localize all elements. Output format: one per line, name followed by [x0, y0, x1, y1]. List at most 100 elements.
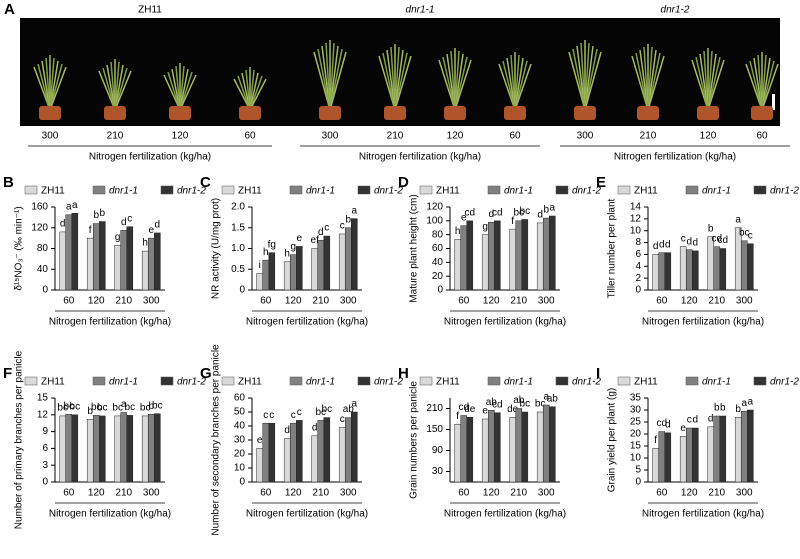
x-tick-label: 300 — [143, 488, 160, 499]
bar — [685, 249, 693, 291]
x-tick-label: 60 — [63, 296, 75, 307]
bar — [542, 404, 550, 483]
legend-swatch — [160, 376, 174, 386]
plant-stem — [249, 72, 259, 111]
bar — [515, 408, 523, 483]
x-tick-label: 300 — [736, 488, 753, 499]
bar — [351, 411, 358, 483]
y-tick-label: 20 — [234, 449, 246, 460]
significance-letter: ab — [343, 404, 355, 415]
significance-letter: i — [259, 260, 261, 271]
bar — [719, 248, 727, 291]
legend-swatch — [555, 376, 569, 386]
significance-letter: bc — [57, 403, 68, 414]
significance-letter: d — [665, 239, 671, 250]
y-tick-label: 160 — [31, 202, 48, 213]
panel-label: E — [596, 174, 606, 191]
bar — [549, 215, 556, 291]
legend-swatch — [24, 376, 38, 386]
x-axis-label: Nitrogen fertilization (kg/ha) — [246, 509, 368, 520]
legend-label: dnr1-1 — [504, 377, 533, 388]
x-tick-label: 210 — [708, 296, 725, 307]
y-tick-label: 60 — [432, 243, 444, 254]
significance-letter: e — [680, 423, 686, 434]
legend-swatch — [487, 185, 501, 195]
plant-stem — [584, 45, 594, 111]
y-tick-label: 210 — [426, 403, 443, 414]
y-axis-label: Grain numbers per panicle — [409, 381, 420, 499]
y-tick-label: 30 — [234, 435, 246, 446]
significance-letter: f — [654, 435, 657, 446]
significance-letter: a — [748, 397, 754, 408]
x-tick-label: 210 — [312, 296, 329, 307]
bar — [141, 250, 149, 291]
dose-label: 300 — [577, 131, 594, 142]
significance-letter: bc — [520, 399, 531, 410]
group-xlabel: Nitrogen fertilization (kg/ha) — [614, 152, 736, 163]
plant-stem — [631, 55, 649, 111]
significance-letter: bc — [322, 404, 333, 415]
significance-letter: b — [87, 406, 93, 417]
pot — [637, 106, 659, 120]
plant-stem — [49, 60, 59, 111]
y-tick-label: 100 — [426, 215, 443, 226]
bar — [296, 246, 303, 291]
bar — [323, 417, 331, 483]
y-tick-label: 90 — [432, 445, 444, 456]
plant-stem — [647, 49, 657, 111]
significance-letter: ef — [311, 235, 320, 246]
legend-swatch — [357, 376, 371, 386]
significance-letter: cd — [718, 235, 729, 246]
x-tick-label: 120 — [483, 488, 500, 499]
bar — [740, 240, 748, 291]
dose-label: 300 — [42, 131, 59, 142]
significance-letter: e — [257, 435, 263, 446]
y-tick-label: 40 — [234, 421, 246, 432]
y-tick-label: 6 — [42, 443, 48, 454]
legend-label: dnr1-2 — [177, 186, 206, 197]
x-tick-label: 300 — [143, 296, 160, 307]
significance-letter: c — [269, 410, 274, 421]
bar — [311, 435, 318, 483]
bar — [487, 221, 495, 291]
pot — [504, 106, 526, 120]
significance-letter: bc — [97, 403, 108, 414]
significance-letter: b — [720, 403, 726, 414]
legend-label: dnr1-1 — [702, 377, 731, 388]
x-axis-label: Nitrogen fertilization (kg/ha) — [444, 509, 566, 520]
legend-label: dnr1-1 — [306, 186, 335, 197]
scale-bar — [772, 94, 775, 110]
significance-letter: d — [488, 209, 494, 220]
bar — [268, 252, 276, 291]
y-tick-label: 10 — [630, 225, 642, 236]
y-tick-label: 3 — [42, 460, 48, 471]
y-tick-label: 10 — [630, 453, 642, 464]
x-tick-label: 60 — [458, 296, 470, 307]
x-tick-label: 120 — [88, 488, 105, 499]
legend-swatch — [419, 376, 433, 386]
plant-stem — [761, 57, 771, 111]
plant-stem — [179, 74, 197, 111]
legend-label: ZH11 — [436, 377, 460, 388]
bar — [71, 414, 79, 483]
plant-stem — [33, 66, 51, 111]
legend-label: dnr1-2 — [770, 186, 799, 197]
y-tick-label: 4 — [635, 261, 641, 272]
y-tick-label: 9 — [42, 426, 48, 437]
significance-letter: g — [115, 232, 121, 243]
bar — [685, 427, 693, 483]
pot — [169, 106, 191, 120]
bar — [262, 422, 270, 483]
bar — [92, 415, 100, 483]
dose-label: 120 — [700, 131, 717, 142]
bar — [59, 231, 66, 291]
bar — [141, 415, 149, 483]
significance-letter: d — [659, 239, 665, 250]
plant-stem — [514, 57, 524, 111]
bar — [126, 415, 134, 483]
significance-letter: e — [297, 233, 303, 244]
plant-stem — [179, 71, 193, 111]
significance-letter: d — [653, 241, 659, 252]
y-tick-label: 10 — [234, 463, 246, 474]
